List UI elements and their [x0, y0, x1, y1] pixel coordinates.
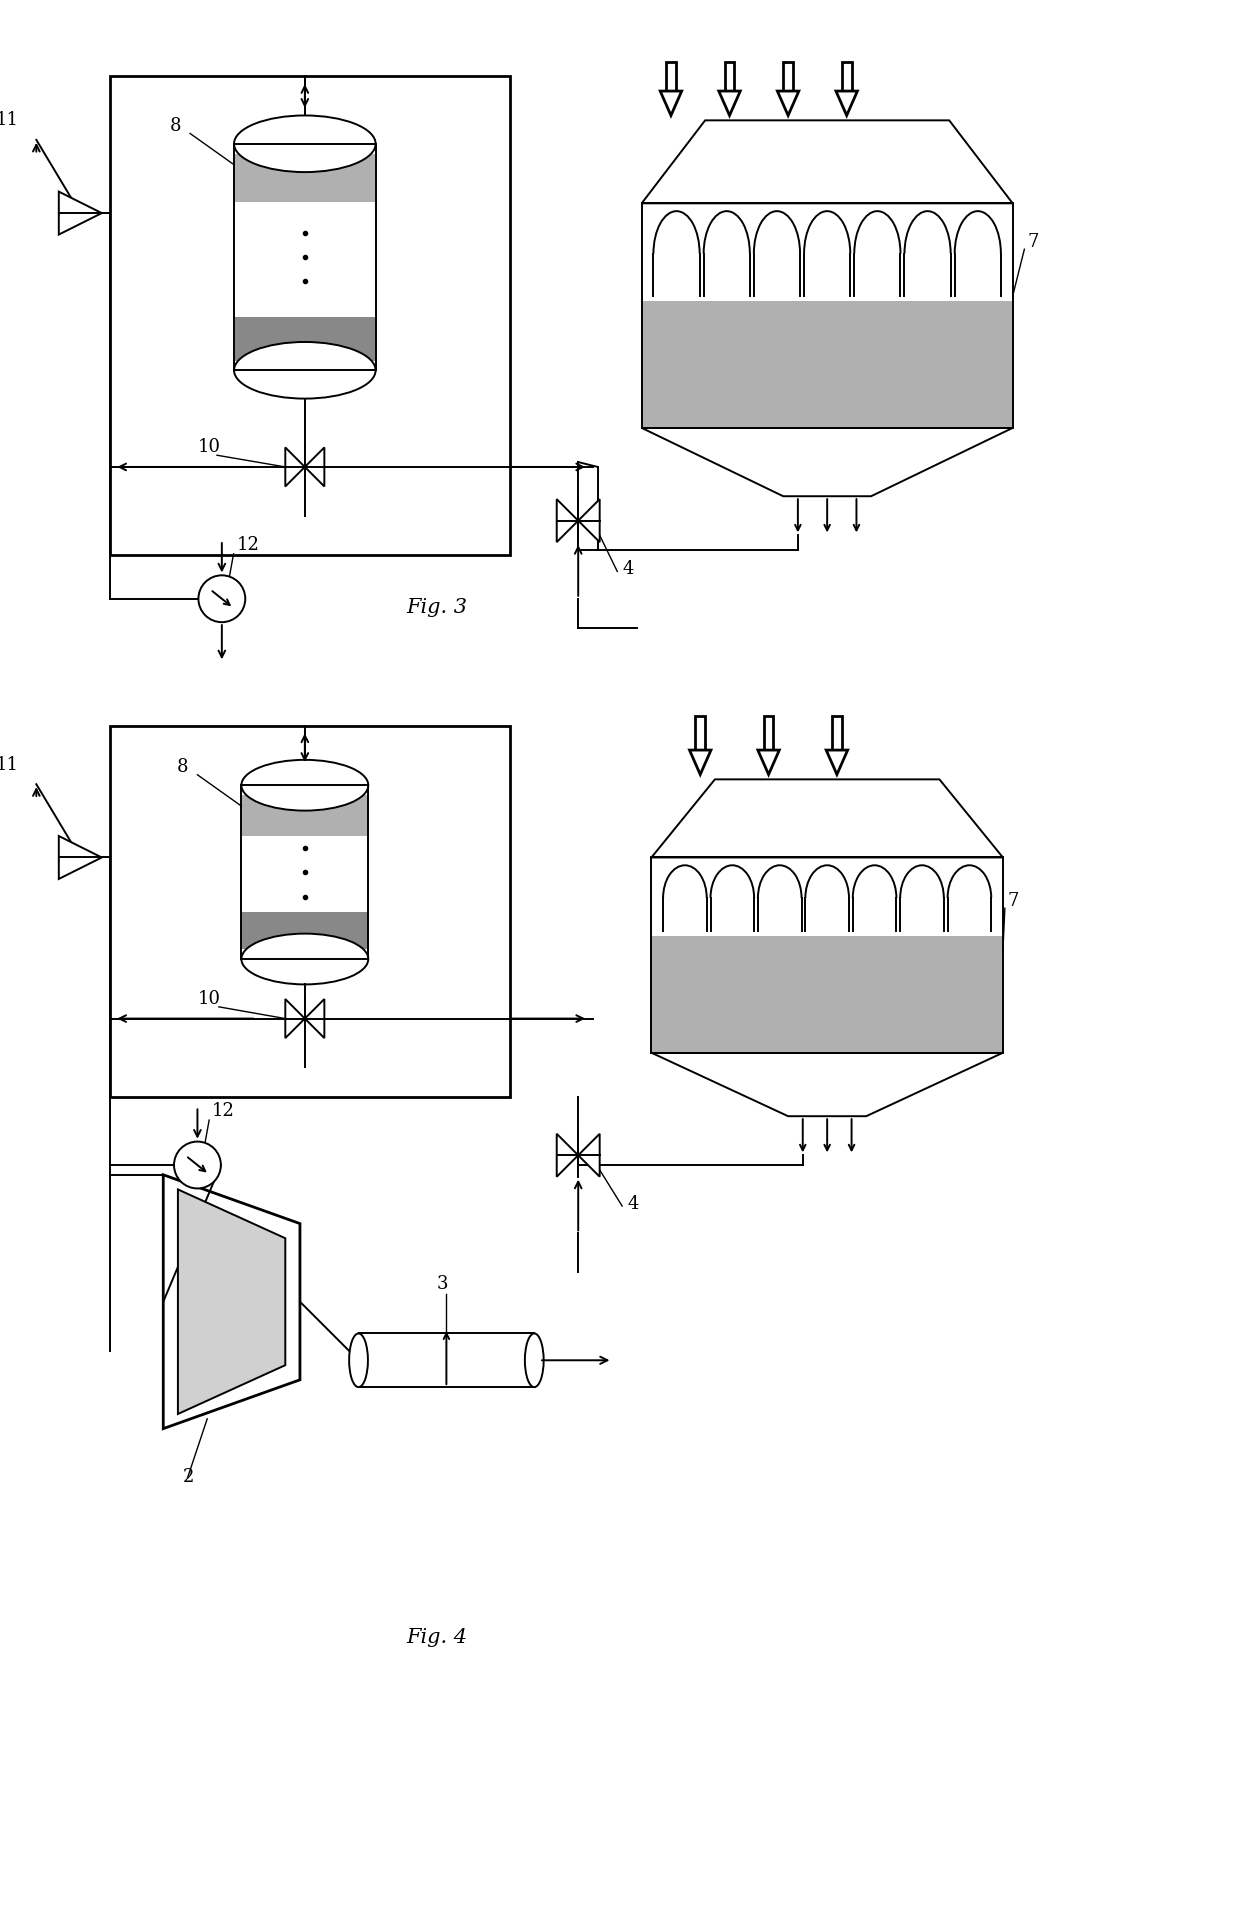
- Polygon shape: [836, 90, 857, 115]
- Text: Fig. 3: Fig. 3: [407, 599, 467, 618]
- Bar: [234, 144, 376, 370]
- Bar: [764, 716, 774, 750]
- Text: 4: 4: [627, 1196, 639, 1213]
- Polygon shape: [777, 90, 799, 115]
- Bar: [242, 912, 367, 950]
- Polygon shape: [177, 1190, 285, 1414]
- Text: 8: 8: [177, 758, 188, 775]
- Polygon shape: [58, 192, 102, 234]
- Text: 2: 2: [182, 1468, 195, 1487]
- Bar: [242, 794, 367, 837]
- Circle shape: [198, 576, 246, 622]
- Polygon shape: [826, 750, 848, 775]
- Text: 3: 3: [436, 1276, 448, 1293]
- Ellipse shape: [242, 935, 368, 984]
- Polygon shape: [557, 1134, 578, 1176]
- Text: 10: 10: [197, 990, 221, 1007]
- Polygon shape: [651, 1054, 1003, 1117]
- Polygon shape: [660, 90, 682, 115]
- Polygon shape: [305, 447, 325, 487]
- Bar: [724, 61, 734, 90]
- Bar: [652, 936, 1002, 1054]
- Text: 10: 10: [197, 438, 221, 457]
- Bar: [242, 785, 368, 960]
- Polygon shape: [578, 1134, 600, 1176]
- Polygon shape: [285, 447, 305, 487]
- Bar: [109, 725, 510, 1096]
- Ellipse shape: [234, 342, 376, 399]
- Bar: [642, 301, 1012, 428]
- Polygon shape: [557, 499, 578, 543]
- Bar: [109, 77, 510, 555]
- Text: 12: 12: [237, 535, 259, 555]
- Text: 7: 7: [1027, 234, 1039, 251]
- Text: 11: 11: [0, 756, 19, 773]
- Text: 11: 11: [0, 111, 19, 129]
- Text: 12: 12: [212, 1102, 234, 1121]
- Bar: [236, 154, 374, 201]
- Ellipse shape: [525, 1334, 543, 1387]
- Circle shape: [174, 1142, 221, 1188]
- Polygon shape: [651, 779, 1003, 858]
- Bar: [696, 716, 706, 750]
- Text: 8: 8: [170, 117, 181, 134]
- Polygon shape: [689, 750, 711, 775]
- Bar: [242, 785, 368, 960]
- Bar: [641, 203, 1013, 428]
- Polygon shape: [641, 428, 1013, 497]
- Polygon shape: [305, 1000, 325, 1038]
- Bar: [832, 716, 842, 750]
- Text: 4: 4: [622, 560, 634, 578]
- Polygon shape: [641, 121, 1013, 203]
- Polygon shape: [719, 90, 740, 115]
- Bar: [234, 144, 376, 370]
- Text: 7: 7: [1008, 892, 1019, 910]
- Ellipse shape: [350, 1334, 368, 1387]
- Bar: [236, 317, 374, 361]
- Ellipse shape: [242, 760, 368, 810]
- Bar: [666, 61, 676, 90]
- Bar: [651, 858, 1003, 1054]
- Polygon shape: [58, 837, 102, 879]
- Bar: [358, 1334, 534, 1387]
- Polygon shape: [578, 499, 600, 543]
- Polygon shape: [285, 1000, 305, 1038]
- Polygon shape: [758, 750, 779, 775]
- Bar: [784, 61, 794, 90]
- Text: Fig. 4: Fig. 4: [407, 1629, 467, 1647]
- Ellipse shape: [234, 115, 376, 173]
- Bar: [842, 61, 852, 90]
- Polygon shape: [164, 1174, 300, 1428]
